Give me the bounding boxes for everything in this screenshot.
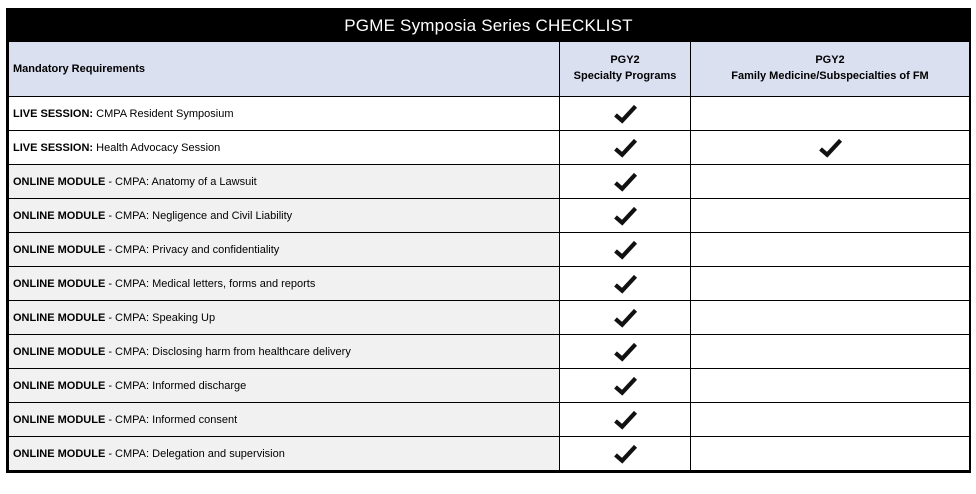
- table-row: ONLINE MODULE - CMPA: Informed consent: [8, 402, 970, 437]
- check-icon: [613, 104, 637, 124]
- specialty-check-cell: [559, 164, 691, 199]
- check-icon: [613, 138, 637, 158]
- requirement-prefix: ONLINE MODULE: [13, 379, 106, 392]
- requirement-text: - CMPA: Disclosing harm from healthcare …: [105, 345, 351, 358]
- table-row: ONLINE MODULE - CMPA: Privacy and confid…: [8, 232, 970, 267]
- requirement-text: - CMPA: Speaking Up: [105, 311, 216, 324]
- requirement-prefix: ONLINE MODULE: [13, 413, 106, 426]
- requirement-text: - CMPA: Informed discharge: [105, 379, 247, 392]
- requirement-text: - CMPA: Medical letters, forms and repor…: [105, 277, 316, 290]
- header-line: PGY2: [815, 54, 845, 67]
- requirement-cell: ONLINE MODULE - CMPA: Medical letters, f…: [8, 266, 560, 301]
- specialty-check-cell: [559, 436, 691, 471]
- requirement-cell: LIVE SESSION: CMPA Resident Symposium: [8, 96, 560, 131]
- check-icon: [613, 274, 637, 294]
- check-icon: [818, 138, 842, 158]
- specialty-check-cell: [559, 300, 691, 335]
- requirement-text: Health Advocacy Session: [93, 141, 221, 154]
- requirement-cell: ONLINE MODULE - CMPA: Speaking Up: [8, 300, 560, 335]
- checklist-document: PGME Symposia Series CHECKLIST Mandatory…: [6, 8, 971, 473]
- table-row: LIVE SESSION: CMPA Resident Symposium: [8, 96, 970, 131]
- specialty-check-cell: [559, 402, 691, 437]
- header-line: Specialty Programs: [573, 70, 677, 82]
- requirement-cell: ONLINE MODULE - CMPA: Anatomy of a Lawsu…: [8, 164, 560, 199]
- column-header-pgy2-specialty: PGY2 Specialty Programs: [559, 41, 691, 97]
- fm-check-cell: [690, 164, 970, 199]
- requirement-prefix: LIVE SESSION:: [13, 141, 94, 154]
- table-row: ONLINE MODULE - CMPA: Informed discharge: [8, 368, 970, 403]
- fm-check-cell: [690, 402, 970, 437]
- requirement-prefix: ONLINE MODULE: [13, 243, 106, 256]
- header-row: Mandatory Requirements PGY2 Specialty Pr…: [8, 41, 970, 97]
- check-icon: [613, 376, 637, 396]
- specialty-check-cell: [559, 368, 691, 403]
- requirement-cell: LIVE SESSION: Health Advocacy Session: [8, 130, 560, 165]
- requirement-text: - CMPA: Informed consent: [105, 413, 238, 426]
- fm-check-cell: [690, 96, 970, 131]
- requirement-cell: ONLINE MODULE - CMPA: Disclosing harm fr…: [8, 334, 560, 369]
- checklist-table: Mandatory Requirements PGY2 Specialty Pr…: [8, 41, 970, 471]
- fm-check-cell: [690, 198, 970, 233]
- column-header-mandatory-requirements: Mandatory Requirements: [8, 41, 560, 97]
- fm-check-cell: [690, 266, 970, 301]
- table-row: ONLINE MODULE - CMPA: Medical letters, f…: [8, 266, 970, 301]
- requirement-text: - CMPA: Negligence and Civil Liability: [105, 209, 293, 222]
- requirement-text: - CMPA: Delegation and supervision: [105, 447, 285, 460]
- requirement-prefix: ONLINE MODULE: [13, 209, 106, 222]
- fm-check-cell: [690, 334, 970, 369]
- requirement-cell: ONLINE MODULE - CMPA: Delegation and sup…: [8, 436, 560, 471]
- header-line: Family Medicine/Subspecialties of FM: [731, 70, 929, 82]
- document-title: PGME Symposia Series CHECKLIST: [8, 10, 969, 41]
- check-icon: [613, 342, 637, 362]
- requirement-cell: ONLINE MODULE - CMPA: Informed discharge: [8, 368, 560, 403]
- check-icon: [613, 410, 637, 430]
- requirement-prefix: LIVE SESSION:: [13, 107, 94, 120]
- check-icon: [613, 308, 637, 328]
- table-row: ONLINE MODULE - CMPA: Anatomy of a Lawsu…: [8, 164, 970, 199]
- specialty-check-cell: [559, 232, 691, 267]
- column-header-pgy2-family-medicine: PGY2 Family Medicine/Subspecialties of F…: [690, 41, 970, 97]
- table-row: ONLINE MODULE - CMPA: Delegation and sup…: [8, 436, 970, 471]
- specialty-check-cell: [559, 334, 691, 369]
- table-row: LIVE SESSION: Health Advocacy Session: [8, 130, 970, 165]
- requirement-prefix: ONLINE MODULE: [13, 175, 106, 188]
- fm-check-cell: [690, 436, 970, 471]
- requirement-cell: ONLINE MODULE - CMPA: Privacy and confid…: [8, 232, 560, 267]
- requirement-text: - CMPA: Anatomy of a Lawsuit: [105, 175, 257, 188]
- table-row: ONLINE MODULE - CMPA: Speaking Up: [8, 300, 970, 335]
- fm-check-cell: [690, 300, 970, 335]
- check-icon: [613, 172, 637, 192]
- requirement-cell: ONLINE MODULE - CMPA: Negligence and Civ…: [8, 198, 560, 233]
- requirement-cell: ONLINE MODULE - CMPA: Informed consent: [8, 402, 560, 437]
- specialty-check-cell: [559, 266, 691, 301]
- table-row: ONLINE MODULE - CMPA: Negligence and Civ…: [8, 198, 970, 233]
- header-line: PGY2: [610, 54, 640, 67]
- table-row: ONLINE MODULE - CMPA: Disclosing harm fr…: [8, 334, 970, 369]
- fm-check-cell: [690, 368, 970, 403]
- requirement-text: CMPA Resident Symposium: [93, 107, 234, 120]
- specialty-check-cell: [559, 130, 691, 165]
- requirement-prefix: ONLINE MODULE: [13, 345, 106, 358]
- check-icon: [613, 206, 637, 226]
- check-icon: [613, 444, 637, 464]
- fm-check-cell: [690, 130, 970, 165]
- fm-check-cell: [690, 232, 970, 267]
- requirement-prefix: ONLINE MODULE: [13, 277, 106, 290]
- specialty-check-cell: [559, 96, 691, 131]
- specialty-check-cell: [559, 198, 691, 233]
- checklist-table-wrap: PGME Symposia Series CHECKLIST Mandatory…: [6, 8, 971, 473]
- check-icon: [613, 240, 637, 260]
- requirement-prefix: ONLINE MODULE: [13, 447, 106, 460]
- requirement-text: - CMPA: Privacy and confidentiality: [105, 243, 280, 256]
- requirement-prefix: ONLINE MODULE: [13, 311, 106, 324]
